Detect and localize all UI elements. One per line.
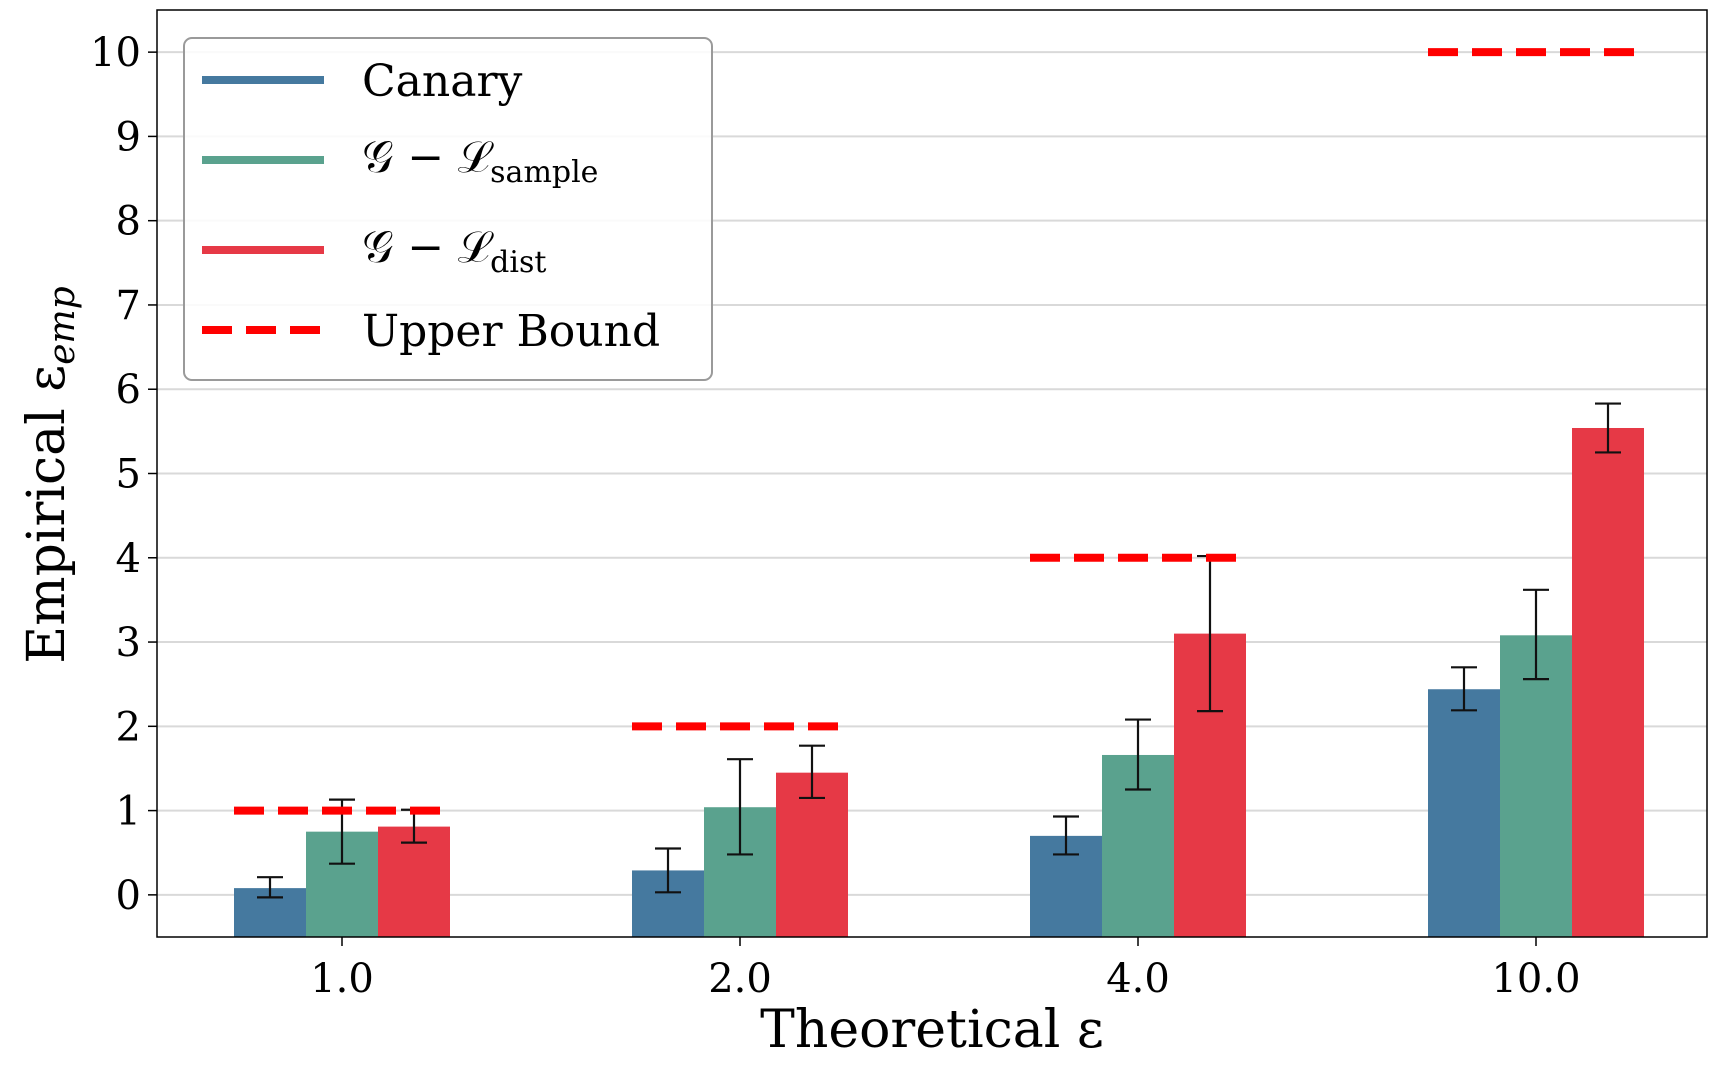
bar — [776, 772, 848, 937]
y-tick-label: 0 — [116, 873, 141, 919]
upper-bound-layer — [234, 48, 1644, 815]
legend: Canary 𝒢 − ℒsample 𝒢 − ℒdist Upper Bound — [183, 37, 713, 381]
error-bar — [1125, 718, 1151, 791]
x-tick-label: 4.0 — [1106, 956, 1170, 1002]
x-tick-label: 2.0 — [708, 956, 772, 1002]
error-bar — [655, 847, 681, 894]
y-tick-label: 1 — [116, 789, 141, 835]
legend-label-dist: 𝒢 − ℒdist — [362, 222, 546, 280]
y-tick-label: 2 — [116, 704, 141, 750]
legend-label-dist-sub: dist — [490, 245, 546, 280]
y-axis-title-main: Empirical ε — [17, 365, 77, 664]
error-bar — [257, 876, 283, 899]
y-tick-label: 3 — [116, 620, 141, 666]
y-tick-label: 5 — [116, 452, 141, 498]
x-tick-label: 10.0 — [1491, 956, 1580, 1002]
y-tick-label: 4 — [116, 536, 141, 582]
legend-box — [183, 37, 713, 381]
bar — [1500, 635, 1572, 937]
legend-label-sample: 𝒢 − ℒsample — [362, 132, 598, 190]
error-bar — [1053, 815, 1079, 856]
y-tick-label: 6 — [116, 367, 141, 413]
error-bar — [727, 758, 753, 856]
y-axis-title: Empirical εemp — [17, 286, 83, 663]
bar-layer — [234, 427, 1644, 937]
y-tick-label: 7 — [116, 283, 141, 329]
legend-label-sample-sub: sample — [490, 155, 598, 190]
bar — [378, 826, 450, 937]
x-tick-label: 1.0 — [310, 956, 374, 1002]
y-tick-label: 8 — [116, 199, 141, 245]
legend-label-canary: Canary — [362, 56, 523, 107]
legend-label-dist-main: 𝒢 − ℒ — [362, 222, 494, 273]
error-bar — [799, 744, 825, 800]
error-bar — [1595, 402, 1621, 454]
x-tick-layer: 1.0 2.0 4.0 10.0 — [310, 937, 1581, 1002]
y-axis-title-sub: emp — [42, 286, 83, 365]
y-tick-layer: 0 1 2 3 4 5 6 7 8 9 10 — [90, 30, 157, 919]
error-bar — [1451, 666, 1477, 712]
x-axis-title: Theoretical ε — [760, 1000, 1104, 1060]
legend-label-upper-bound: Upper Bound — [362, 306, 660, 357]
y-tick-label: 10 — [90, 30, 141, 76]
bar — [1572, 427, 1644, 937]
legend-label-sample-main: 𝒢 − ℒ — [362, 132, 494, 183]
bar — [1428, 689, 1500, 937]
error-bar — [1523, 588, 1549, 681]
errorbar-layer — [257, 402, 1621, 899]
y-tick-label: 9 — [116, 114, 141, 160]
